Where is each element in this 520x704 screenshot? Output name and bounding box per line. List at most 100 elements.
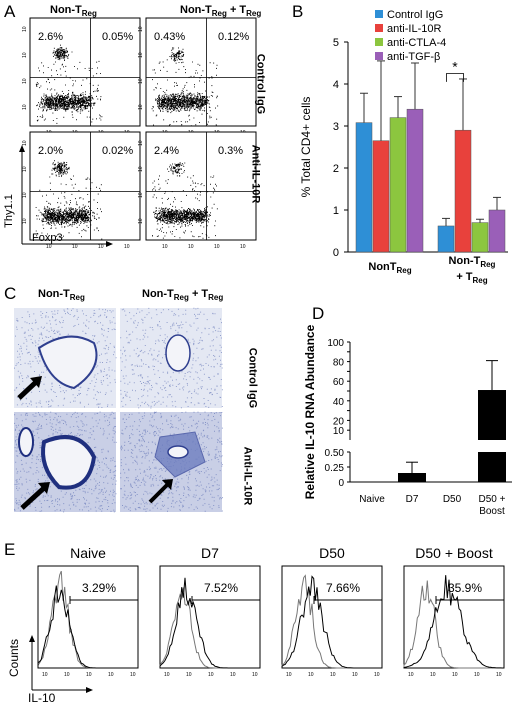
histogram-tick-label: 10 — [130, 672, 136, 678]
b-bar — [438, 226, 454, 252]
panel-a-flow-grid: 10101010101010102.6%0.05%101010101010101… — [0, 0, 300, 250]
vessel — [19, 428, 33, 456]
histogram-plot: D50 + Boost 35.9% 10 10 10 10 10 — [404, 545, 504, 678]
b-y-tick-label: 0 — [333, 247, 339, 259]
histogram-tick-label: 10 — [286, 672, 292, 678]
histogram-tick-label: 10 — [64, 672, 70, 678]
histogram-title: D50 — [319, 545, 345, 561]
panel-c-row1-text: Control IgG — [246, 348, 258, 409]
b-y-tick-label: 5 — [333, 37, 339, 49]
histology-image — [14, 308, 117, 408]
flow-tick-label: 10 — [124, 244, 130, 250]
flow-tick-label: 10 — [162, 244, 168, 250]
b-legend-swatch — [375, 38, 383, 46]
b-legend-label: Control IgG — [387, 9, 443, 21]
quadrant-percent-left: 0.43% — [154, 31, 185, 43]
b-legend-label: anti-TGF-β — [387, 51, 440, 63]
flow-tick-label: 10 — [138, 166, 144, 172]
e-y-axis-label: Counts — [7, 639, 21, 677]
quadrant-percent-right: 0.12% — [218, 31, 249, 43]
d-bar — [478, 452, 506, 482]
quadrant-percent-left: 2.4% — [154, 145, 179, 157]
b-bar — [390, 118, 406, 252]
b-x-label: + TReg — [456, 271, 487, 285]
d-x-tick-label: D7 — [406, 494, 419, 505]
flow-tick-label: 10 — [22, 166, 28, 172]
histogram-tick-label: 10 — [430, 672, 436, 678]
flow-tick-label: 10 — [72, 244, 78, 250]
histogram-tick-label: 10 — [86, 672, 92, 678]
gate-percent: 7.66% — [326, 581, 360, 595]
histogram-tick-label: 10 — [496, 672, 502, 678]
b-legend-label: anti-CTLA-4 — [387, 37, 446, 49]
quadrant-percent-right: 0.02% — [102, 145, 133, 157]
vessel — [166, 335, 190, 371]
flow-plot: 10101010101010100.43%0.12% — [138, 18, 256, 136]
b-legend-swatch — [375, 24, 383, 32]
d-y-tick-label: 40 — [333, 397, 345, 408]
vessel — [168, 446, 188, 458]
histogram-tick-label: 10 — [230, 672, 236, 678]
b-y-tick-label: 3 — [333, 121, 339, 133]
histogram-plot: D50 7.66% 10 10 10 10 10 — [282, 545, 382, 678]
b-x-label: Non-TReg — [449, 255, 496, 269]
d-y-tick-label: 0 — [338, 478, 344, 489]
d-y-tick-label: 80 — [333, 358, 345, 369]
histogram-plot: D77.52%10 10 10 10 10 — [160, 545, 260, 678]
quadrant-percent-right: 0.3% — [218, 145, 243, 157]
panel-b-chart: 0 1 2 3 4 5 % Total CD4+ cells * Control IgG anti… — [290, 0, 520, 305]
gate-percent: 7.52% — [204, 581, 238, 595]
panel-a-x-axis-label: Foxp3 — [32, 232, 63, 244]
histology-image — [120, 412, 223, 512]
d-y-tick-label: 100 — [327, 338, 344, 349]
d-y-tick-label: 20 — [333, 416, 345, 427]
quadrant-percent-left: 2.6% — [38, 31, 63, 43]
b-legend-label: anti-IL-10R — [387, 23, 441, 35]
histogram-title: D50 + Boost — [415, 545, 493, 561]
d-y-tick-label: 0.25 — [325, 463, 345, 474]
histogram-title: D7 — [201, 545, 219, 561]
flow-tick-label: 10 — [138, 78, 144, 84]
histogram-tick-label: 10 — [474, 672, 480, 678]
flow-tick-label: 10 — [188, 244, 194, 250]
d-bar — [398, 473, 426, 482]
b-legend-swatch — [375, 52, 383, 60]
d-y-tick-label: 0.50 — [325, 448, 345, 459]
e-y-arrowhead — [29, 635, 35, 642]
flow-tick-label: 10 — [46, 244, 52, 250]
panel-a-row1-label — [268, 40, 284, 140]
d-x-tick-label: Naive — [359, 494, 385, 505]
d-y-tick-label: 10 — [333, 426, 345, 437]
gate-percent: 3.29% — [82, 581, 116, 595]
flow-tick-label: 10 — [22, 26, 28, 32]
histogram-tick-label: 10 — [42, 672, 48, 678]
flow-plot: 10 10 10 10 10 10 10 10 2.4% 0.3% — [138, 132, 256, 250]
histogram-tick-label: 10 — [108, 672, 114, 678]
histogram-tick-label: 10 — [352, 672, 358, 678]
b-y-tick-label: 2 — [333, 163, 339, 175]
b-bar — [407, 109, 423, 252]
b-bar — [489, 210, 505, 252]
b-bar — [455, 130, 471, 252]
flow-tick-label: 10 — [22, 78, 28, 84]
histogram-tick-label: 10 — [452, 672, 458, 678]
panel-a-row1-text: Control IgG — [254, 54, 266, 115]
x-arrowhead — [106, 241, 113, 247]
panel-c-histology — [0, 300, 270, 530]
histology-image — [14, 412, 117, 512]
flow-tick-label: 10 — [240, 244, 246, 250]
b-bar — [373, 141, 389, 252]
histogram-tick-label: 10 — [252, 672, 258, 678]
b-bar — [472, 223, 488, 252]
d-y-axis-label: Relative IL-10 RNA Abundance — [303, 324, 317, 499]
histogram-tick-label: 10 — [308, 672, 314, 678]
d-bar — [478, 390, 506, 440]
flow-tick-label: 10 — [138, 104, 144, 110]
b-legend-swatch — [375, 10, 383, 18]
panel-a-y-axis-label: Thy1.1 — [3, 194, 15, 228]
b-y-tick-label: 1 — [333, 205, 339, 217]
d-x-tick-label: Boost — [479, 506, 505, 517]
d-x-tick-label: D50 + — [479, 494, 506, 505]
b-y-axis-label: % Total CD4+ cells — [299, 97, 313, 198]
